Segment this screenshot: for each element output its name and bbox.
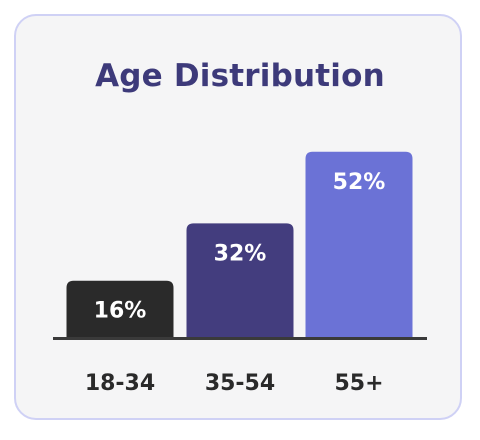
bars-layer: 16% 32% 52%	[66, 151, 413, 338]
bar-value-label: 16%	[94, 299, 147, 324]
x-tick-label: 55+	[334, 371, 383, 396]
x-tick-label: 35-54	[205, 371, 275, 396]
bar-value-label: 32%	[214, 241, 267, 266]
bar-55+	[305, 151, 413, 338]
chart-title: Age Distribution	[95, 58, 385, 94]
x-axis-ticks: 18-34 35-54 55+	[85, 371, 384, 396]
x-tick-label: 18-34	[85, 371, 155, 396]
bar-value-label: 52%	[333, 170, 386, 195]
bar-18-34	[66, 280, 174, 338]
bar-35-54	[186, 223, 294, 338]
